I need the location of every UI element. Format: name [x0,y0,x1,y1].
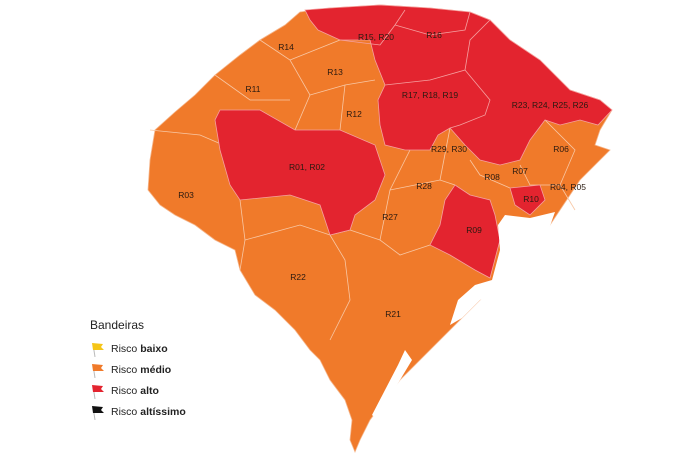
region-borders [149,39,576,341]
region-label: R28 [416,181,432,191]
legend-level: alto [140,384,159,397]
lagoa-dos-patos [450,212,555,325]
legend-title: Bandeiras [90,318,145,332]
lagoa-mirim [372,350,412,420]
region-r09-alto [429,184,501,279]
flag-icon [92,405,104,420]
legend-item-0: Risco baixo [90,338,186,359]
region-label: R06 [553,144,569,154]
region-label: R15, R20 [358,32,394,42]
region-label: R22 [290,272,306,282]
legend-level: médio [140,363,172,376]
region-r01-r02-alto [214,109,386,236]
region-label: R07 [512,166,528,176]
legend-level: altíssimo [140,405,186,418]
legend-prefix: Risco [111,363,138,376]
flag-icon [92,384,104,399]
region-label: R10 [523,194,539,204]
region-label: R13 [327,67,343,77]
flag-icon [92,363,104,378]
legend-prefix: Risco [111,342,138,355]
legend-prefix: Risco [111,384,138,397]
region-label: R12 [346,109,362,119]
region-north-alto [304,4,613,166]
legend-item-2: Risco alto [90,380,186,401]
legend: Bandeiras Risco baixo Risco médio Risco alto R… [90,318,186,422]
region-label: R16 [426,30,442,40]
region-label: R21 [385,309,401,319]
region-label: R01, R02 [289,162,325,172]
region-label: R23, R24, R25, R26 [512,100,589,110]
region-label: R17, R18, R19 [402,90,458,100]
region-label: R27 [382,212,398,222]
region-label: R04, R05 [550,182,586,192]
region-label: R09 [466,225,482,235]
region-label: R11 [246,84,261,94]
flag-icon [92,342,104,357]
legend-prefix: Risco [111,405,138,418]
legend-item-3: Risco altíssimo [90,401,186,422]
region-label: R29, R30 [431,144,467,154]
legend-level: baixo [140,342,168,355]
north-region-borders [339,9,491,129]
region-label: R08 [484,172,500,182]
region-label: R03 [178,190,194,200]
region-label: R14 [278,42,294,52]
region-r10-alto [509,184,546,216]
legend-item-1: Risco médio [90,359,186,380]
